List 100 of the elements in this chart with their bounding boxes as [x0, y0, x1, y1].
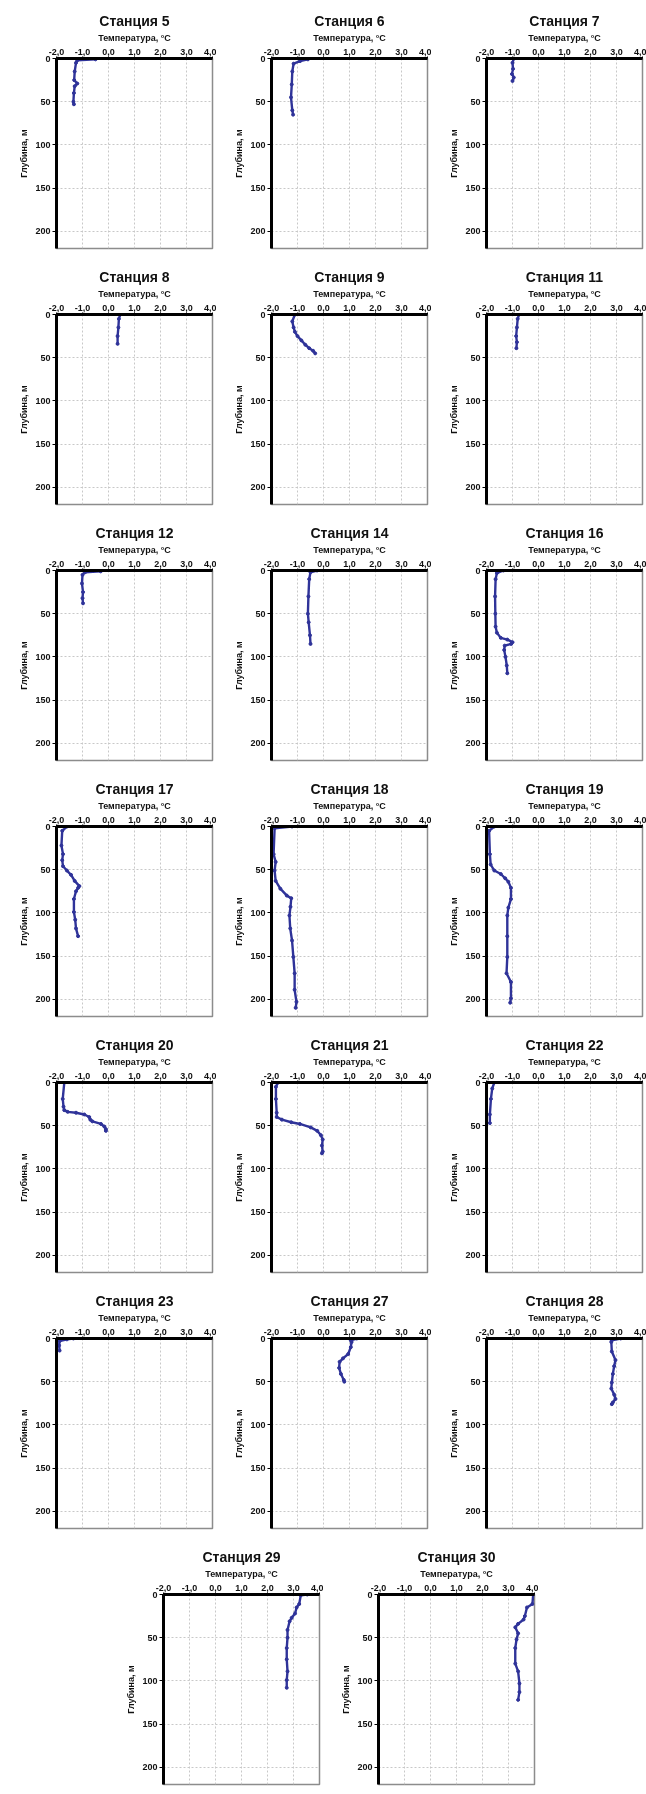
x-tick-label: -1,0 — [504, 302, 520, 313]
x-tick-label: 4,0 — [418, 302, 431, 313]
x-tick-label: 2,0 — [153, 46, 167, 57]
x-tick-label: -1,0 — [289, 814, 305, 825]
y-tick-label: 100 — [464, 651, 481, 662]
x-tick-label: -1,0 — [289, 46, 305, 57]
x-tick-label: 0,0 — [531, 302, 545, 313]
y-tick-label: 150 — [249, 695, 266, 706]
x-tick-label: 2,0 — [583, 46, 597, 57]
x-tick-label: 0,0 — [316, 46, 330, 57]
y-tick-label: 50 — [254, 1120, 265, 1131]
y-axis-title: Глубина, м — [233, 128, 244, 178]
x-axis-title: Температура, °C — [527, 800, 601, 811]
chart-title: Станция 14 — [309, 524, 389, 541]
x-tick-label: 1,0 — [342, 46, 356, 57]
x-tick-label: 4,0 — [203, 1326, 216, 1337]
x-tick-label: 4,0 — [633, 302, 646, 313]
x-axis-title: Температура, °C — [312, 1312, 386, 1323]
x-tick-label: 1,0 — [127, 302, 141, 313]
x-tick-label: -1,0 — [504, 1326, 520, 1337]
x-axis-title: Температура, °C — [312, 800, 386, 811]
x-tick-label: -1,0 — [74, 1326, 90, 1337]
y-tick-label: 200 — [357, 1762, 373, 1773]
x-tick-label: 1,0 — [557, 814, 571, 825]
y-tick-label: 100 — [34, 395, 51, 406]
chart-title: Станция 27 — [309, 1292, 389, 1309]
y-tick-label: 100 — [464, 1419, 481, 1430]
y-tick-label: 200 — [464, 1506, 481, 1517]
y-tick-label: 150 — [34, 695, 51, 706]
chart-title: Станция 7 — [528, 12, 600, 29]
chart-title: Станция 21 — [309, 1036, 389, 1053]
x-tick-label: 2,0 — [583, 302, 597, 313]
x-tick-label: -1,0 — [74, 558, 90, 569]
y-tick-label: 0 — [44, 1333, 51, 1344]
y-tick-label: 0 — [44, 309, 51, 320]
y-tick-label: 200 — [34, 482, 51, 493]
y-tick-label: 150 — [34, 1463, 51, 1474]
x-tick-label: 1,0 — [127, 46, 141, 57]
x-tick-label: -2,0 — [478, 1326, 494, 1337]
x-tick-label: 0,0 — [101, 46, 115, 57]
y-tick-label: 50 — [39, 1120, 50, 1131]
x-axis-title: Температура, °C — [312, 1056, 386, 1067]
y-tick-label: 0 — [259, 565, 266, 576]
x-tick-label: -1,0 — [289, 1070, 305, 1081]
chart-title: Станция 30 — [417, 1548, 496, 1565]
x-tick-label: 4,0 — [633, 558, 646, 569]
x-tick-label: 1,0 — [557, 1326, 571, 1337]
x-tick-label: 4,0 — [633, 46, 646, 57]
chart-title: Станция 11 — [525, 268, 603, 285]
x-tick-label: -2,0 — [478, 558, 494, 569]
y-tick-label: 150 — [249, 951, 266, 962]
x-tick-label: 4,0 — [418, 558, 431, 569]
y-tick-label: 200 — [142, 1762, 158, 1773]
chart-title: Станция 6 — [313, 12, 385, 29]
x-tick-label: 2,0 — [368, 302, 382, 313]
x-axis-title: Температура, °C — [527, 1312, 601, 1323]
x-tick-label: 1,0 — [557, 1070, 571, 1081]
x-tick-label: 0,0 — [316, 558, 330, 569]
y-tick-label: 100 — [34, 139, 51, 150]
x-tick-label: 2,0 — [583, 1070, 597, 1081]
x-tick-label: 4,0 — [203, 814, 216, 825]
x-tick-label: 4,0 — [633, 1070, 646, 1081]
y-tick-label: 50 — [469, 352, 480, 363]
x-tick-label: 1,0 — [557, 302, 571, 313]
chart-title: Станция 5 — [98, 12, 170, 29]
x-tick-label: 2,0 — [476, 1582, 489, 1593]
x-tick-label: 3,0 — [609, 1326, 623, 1337]
x-tick-label: -2,0 — [48, 302, 64, 313]
y-tick-label: 150 — [34, 439, 51, 450]
x-axis-title: Температура, °C — [97, 800, 171, 811]
y-axis-title: Глубина, м — [448, 1408, 459, 1458]
x-tick-label: 4,0 — [418, 46, 431, 57]
x-tick-label: 0,0 — [531, 1070, 545, 1081]
y-tick-label: 50 — [39, 352, 50, 363]
y-axis-title: Глубина, м — [18, 1408, 29, 1458]
x-tick-label: 0,0 — [531, 1326, 545, 1337]
y-axis-title: Глубина, м — [233, 1408, 244, 1458]
y-axis-title: Глубина, м — [448, 640, 459, 690]
x-tick-label: -1,0 — [289, 302, 305, 313]
y-tick-label: 200 — [34, 994, 51, 1005]
x-tick-label: 3,0 — [179, 1070, 193, 1081]
x-tick-label: 3,0 — [179, 814, 193, 825]
x-tick-label: 4,0 — [203, 302, 216, 313]
x-axis-title: Температура, °C — [527, 32, 601, 43]
x-tick-label: 3,0 — [609, 46, 623, 57]
y-tick-label: 50 — [39, 96, 50, 107]
x-tick-label: 2,0 — [368, 558, 382, 569]
x-tick-label: 0,0 — [101, 558, 115, 569]
chart-title: Станция 18 — [309, 780, 389, 797]
x-tick-label: 2,0 — [368, 814, 382, 825]
x-axis-title: Температура, °C — [312, 32, 386, 43]
x-tick-label: 0,0 — [316, 814, 330, 825]
x-tick-label: 0,0 — [316, 1326, 330, 1337]
x-axis-title: Температура, °C — [312, 288, 386, 299]
x-tick-label: -2,0 — [263, 814, 279, 825]
y-tick-label: 0 — [474, 309, 481, 320]
y-axis-title: Глубина, м — [448, 1152, 459, 1202]
y-tick-label: 50 — [254, 608, 265, 619]
y-tick-label: 100 — [34, 907, 51, 918]
x-tick-label: 0,0 — [531, 46, 545, 57]
